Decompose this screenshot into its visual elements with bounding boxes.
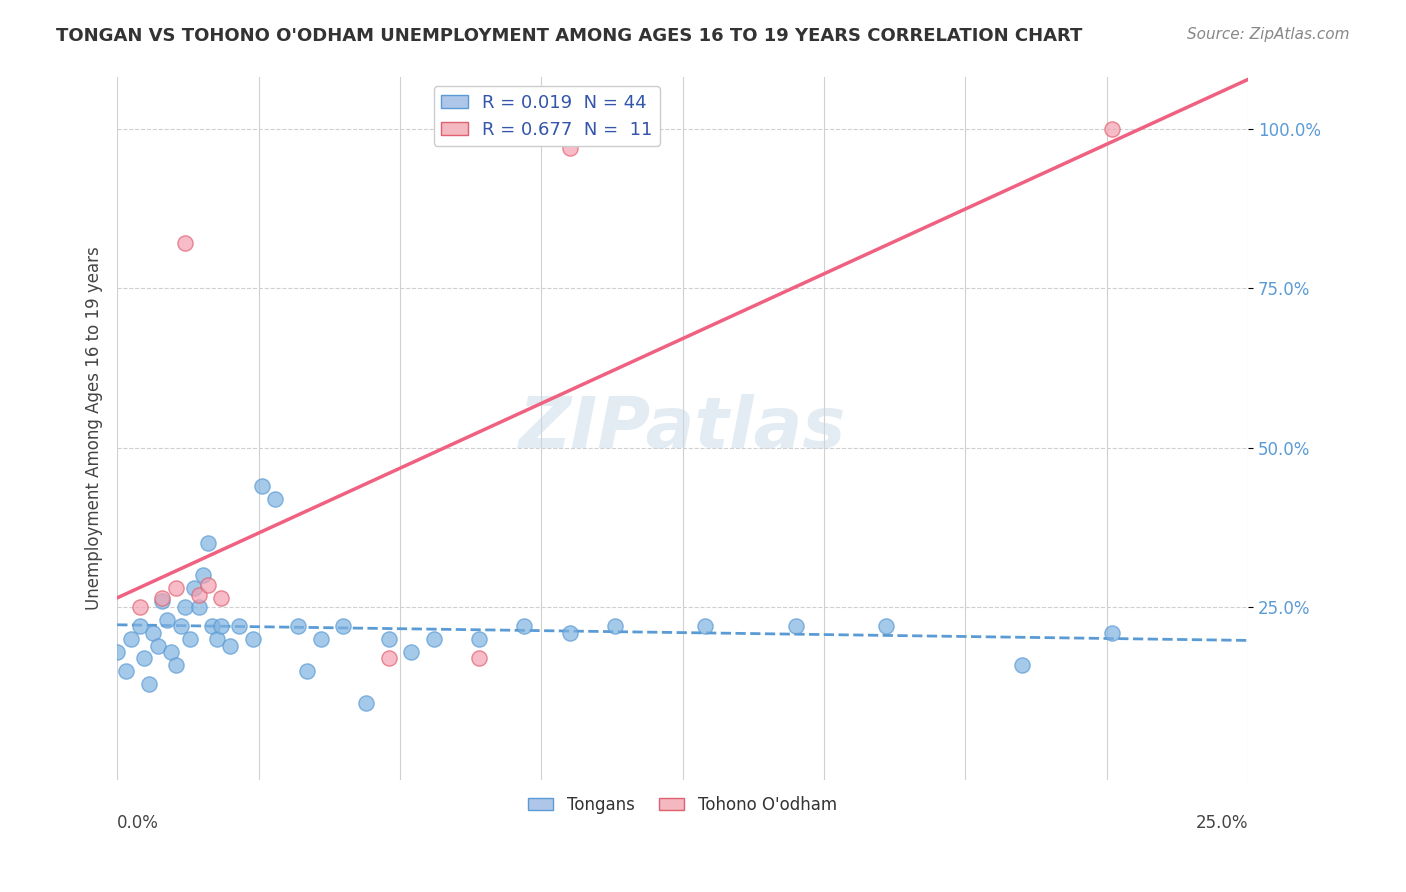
Point bbox=[264, 491, 287, 506]
Point bbox=[183, 581, 205, 595]
Point bbox=[160, 645, 183, 659]
Text: 0.0%: 0.0% bbox=[117, 814, 159, 832]
Point bbox=[875, 619, 897, 633]
Point bbox=[468, 651, 491, 665]
Point bbox=[332, 619, 354, 633]
Point bbox=[228, 619, 250, 633]
Y-axis label: Unemployment Among Ages 16 to 19 years: Unemployment Among Ages 16 to 19 years bbox=[86, 247, 103, 610]
Point bbox=[468, 632, 491, 647]
Point bbox=[558, 141, 581, 155]
Point bbox=[197, 578, 219, 592]
Point bbox=[377, 632, 399, 647]
Point bbox=[152, 594, 174, 608]
Point bbox=[287, 619, 309, 633]
Point bbox=[513, 619, 536, 633]
Point bbox=[1101, 625, 1123, 640]
Point bbox=[377, 651, 399, 665]
Point bbox=[423, 632, 446, 647]
Point bbox=[209, 619, 232, 633]
Point bbox=[205, 632, 228, 647]
Point bbox=[165, 581, 187, 595]
Point bbox=[146, 639, 169, 653]
Point bbox=[603, 619, 626, 633]
Text: Source: ZipAtlas.com: Source: ZipAtlas.com bbox=[1187, 27, 1350, 42]
Text: TONGAN VS TOHONO O'ODHAM UNEMPLOYMENT AMONG AGES 16 TO 19 YEARS CORRELATION CHAR: TONGAN VS TOHONO O'ODHAM UNEMPLOYMENT AM… bbox=[56, 27, 1083, 45]
Point bbox=[174, 236, 197, 251]
Point bbox=[142, 625, 165, 640]
Point bbox=[156, 613, 179, 627]
Point bbox=[558, 625, 581, 640]
Point bbox=[242, 632, 264, 647]
Point bbox=[1011, 657, 1033, 672]
Point bbox=[354, 696, 377, 710]
Point bbox=[187, 600, 209, 615]
Point bbox=[169, 619, 191, 633]
Point bbox=[295, 664, 318, 678]
Point bbox=[174, 600, 197, 615]
Point bbox=[197, 536, 219, 550]
Point bbox=[695, 619, 717, 633]
Point bbox=[179, 632, 201, 647]
Point bbox=[309, 632, 332, 647]
Point bbox=[1101, 121, 1123, 136]
Point bbox=[128, 619, 150, 633]
Point bbox=[201, 619, 224, 633]
Point bbox=[138, 677, 160, 691]
Text: 25.0%: 25.0% bbox=[1195, 814, 1249, 832]
Point bbox=[219, 639, 242, 653]
Point bbox=[120, 632, 142, 647]
Point bbox=[165, 657, 187, 672]
Point bbox=[187, 588, 209, 602]
Point bbox=[115, 664, 138, 678]
Point bbox=[209, 591, 232, 605]
Point bbox=[134, 651, 156, 665]
Point bbox=[785, 619, 807, 633]
Point bbox=[105, 645, 128, 659]
Point bbox=[399, 645, 422, 659]
Point bbox=[128, 600, 150, 615]
Text: ZIPatlas: ZIPatlas bbox=[519, 394, 846, 463]
Point bbox=[152, 591, 174, 605]
Legend: Tongans, Tohono O'odham: Tongans, Tohono O'odham bbox=[522, 789, 844, 821]
Point bbox=[191, 568, 214, 582]
Point bbox=[250, 479, 273, 493]
